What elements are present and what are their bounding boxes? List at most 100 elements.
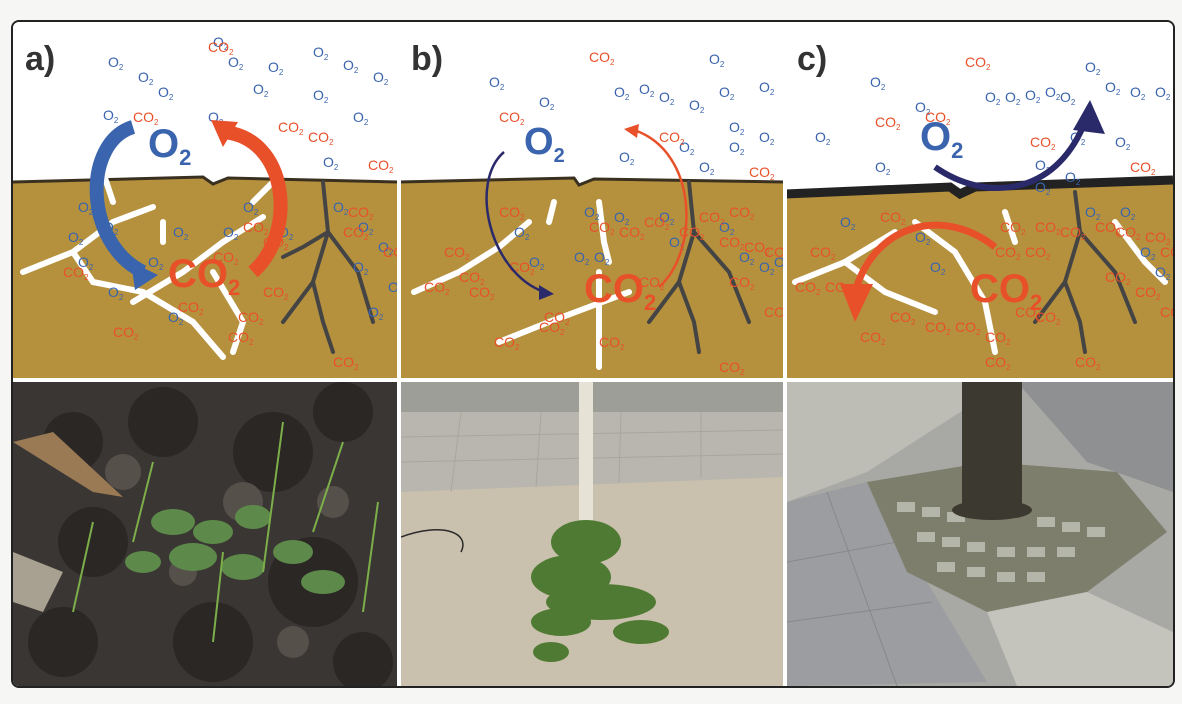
co2-molecule: CO2 (985, 329, 1011, 347)
soil-pores (20, 169, 276, 360)
co2-molecule: CO2 (795, 279, 821, 297)
roots (1033, 190, 1137, 354)
soil-layer (785, 182, 1173, 382)
co2-molecule: CO2 (925, 319, 951, 337)
co2-molecule: CO2 (639, 274, 665, 292)
o2-arrow (933, 120, 1088, 191)
co2-molecule: CO2 (368, 157, 394, 175)
co2-molecule: CO2 (213, 249, 239, 267)
big-o2-label: O2 (524, 121, 565, 167)
co2-molecule: CO2 (208, 39, 234, 57)
big-co2-label: CO2 (168, 252, 240, 300)
moss (531, 520, 669, 662)
co2-molecule: CO2 (494, 334, 520, 352)
co2-molecule: CO2 (699, 209, 725, 227)
big-o2-label: O2 (920, 115, 963, 163)
panel-divider (783, 22, 787, 686)
co2-molecule: CO2 (63, 264, 89, 282)
co2-molecule: CO2 (1095, 219, 1121, 237)
co2-molecule: CO2 (539, 319, 565, 337)
photo-paved-tree-base (787, 382, 1173, 686)
co2-molecule: CO2 (729, 274, 755, 292)
molecule-labels: O2O2O2O2O2O2O2O2O2O2O2O2O2O2O2O2O2O2O2O2… (63, 34, 399, 372)
co2-molecule: CO2 (1030, 134, 1056, 152)
co2-molecule: CO2 (810, 244, 836, 262)
soil-pores (411, 199, 632, 370)
co2-molecule: CO2 (133, 109, 159, 127)
co2-molecule: CO2 (469, 284, 495, 302)
co2-molecule: CO2 (1015, 304, 1041, 322)
co2-molecule: CO2 (263, 284, 289, 302)
big-o2-label: O2 (148, 122, 191, 170)
co2-molecule: CO2 (890, 309, 916, 327)
co2-molecule: CO2 (744, 239, 770, 257)
co2-molecule: CO2 (619, 224, 645, 242)
co2-molecule: CO2 (444, 244, 470, 262)
panel-a-diagram: O2O2O2O2O2O2O2O2O2O2O2O2O2O2O2O2O2O2O2O2… (13, 22, 399, 382)
soil-pores (792, 209, 1168, 355)
sealed-surface (785, 175, 1173, 200)
co2-molecule: CO2 (589, 49, 615, 67)
panel-c: O2 O2 O2 O2 O2 O2 O2 O2 O2 O2 O2 O2 O2 O2 O2 O2 O2 O2 O2 O2… (785, 22, 1173, 382)
photo-a (13, 382, 397, 686)
co2-molecule: CO2 (589, 219, 615, 237)
soil-layer (399, 178, 785, 382)
co2-molecule: CO2 (308, 129, 334, 147)
sidewalk-slabs (787, 482, 987, 686)
co2-molecule: CO2 (1075, 354, 1101, 372)
co2-molecule: CO2 (1035, 309, 1061, 327)
co2-molecule: CO2 (459, 269, 485, 287)
photo-c (787, 382, 1173, 686)
co2-molecule: CO2 (333, 354, 359, 372)
big-co2-label: CO2 (970, 267, 1042, 315)
co2-molecule: CO2 (348, 204, 374, 222)
photo-b (401, 382, 783, 686)
co2-molecule: CO2 (1135, 284, 1161, 302)
co2-molecule: CO2 (1105, 269, 1131, 287)
co2-molecule: CO2 (995, 244, 1021, 262)
photo-mulch-soil (13, 382, 397, 686)
co2-molecule: CO2 (719, 234, 745, 252)
cobblestone-area (787, 382, 1007, 502)
co2-molecule: CO2 (925, 109, 951, 127)
tree-stake (579, 382, 593, 532)
co2-molecule: CO2 (1060, 224, 1086, 242)
roots (647, 180, 751, 354)
photo-compacted-soil (401, 382, 783, 686)
o2-arrow (89, 120, 147, 279)
co2-molecule: CO2 (1160, 304, 1173, 322)
co2-molecule: CO2 (228, 329, 254, 347)
co2-arrow (221, 125, 288, 278)
co2-molecule: CO2 (875, 114, 901, 132)
co2-molecule: CO2 (955, 319, 981, 337)
co2-molecule: CO2 (178, 299, 204, 317)
panel-label-c: c) (797, 40, 828, 78)
panel-label-b: b) (411, 40, 444, 78)
co2-molecule: CO2 (499, 204, 525, 222)
co2-molecule: CO2 (659, 129, 685, 147)
dry-leaf (13, 432, 123, 497)
co2-molecule: CO2 (764, 304, 785, 322)
tree-grate (867, 462, 1167, 612)
panel-label-a: a) (25, 40, 56, 78)
roots (281, 180, 375, 354)
co2-molecule: CO2 (1000, 219, 1026, 237)
co2-molecule: CO2 (644, 214, 670, 232)
co2-molecule: CO2 (544, 309, 570, 327)
co2-molecule: CO2 (1130, 159, 1156, 177)
co2-arrow (633, 128, 688, 288)
big-co2-label: CO2 (584, 267, 656, 315)
co2-molecule: CO2 (113, 324, 139, 342)
co2-molecule: CO2 (1160, 244, 1173, 262)
o2-arrow (485, 151, 545, 294)
co2-molecule: CO2 (243, 219, 269, 237)
co2-molecule: CO2 (1115, 224, 1141, 242)
co2-molecule: CO2 (1035, 219, 1061, 237)
co2-molecule: CO2 (343, 224, 369, 242)
co2-arrow (851, 221, 998, 293)
co2-molecule: CO2 (965, 54, 991, 72)
panel-b: O2 O2 O2 O2 O2 O2 O2 O2 O2 O2 O2 O2 O2 O2 O2 O2 O2 O2 O2 O2… (399, 22, 785, 382)
co2-molecule: CO2 (729, 204, 755, 222)
